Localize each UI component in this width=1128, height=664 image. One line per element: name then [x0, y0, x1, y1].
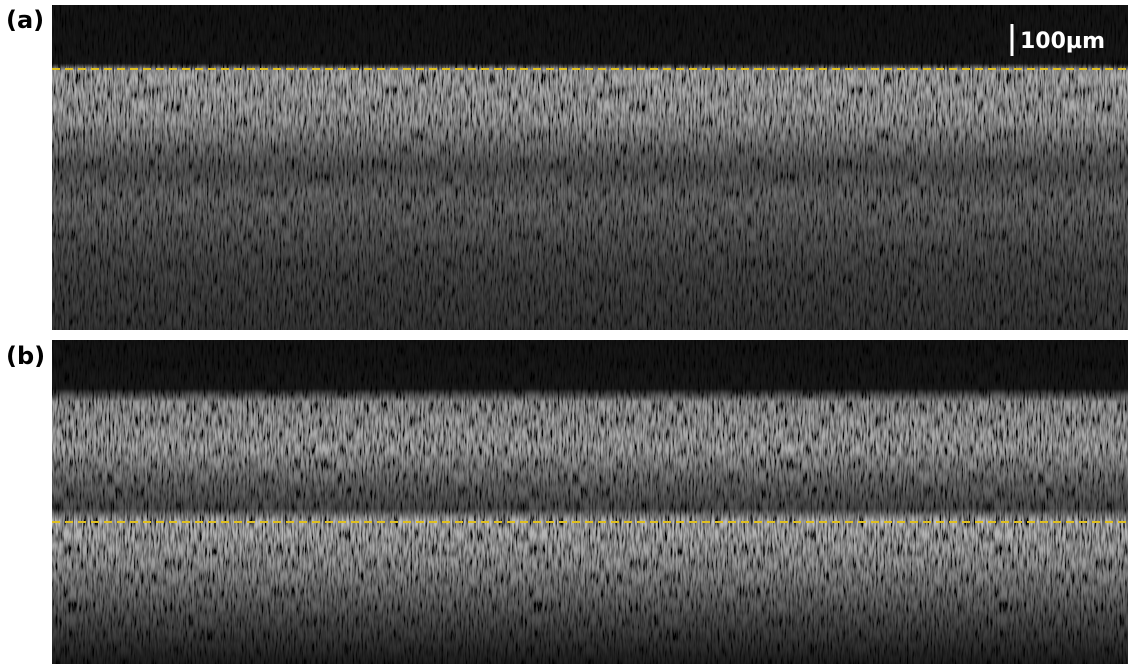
- speckle-texture: [52, 340, 1128, 664]
- panel-b: (b): [6, 340, 1128, 664]
- scale-bar-label: 100µm: [1020, 29, 1105, 54]
- figure: 100µm (a) (b): [0, 0, 1128, 664]
- speckle-texture: [52, 5, 1128, 330]
- panel-label: (a): [6, 6, 44, 34]
- page: 100µm (a) (b) (() => { const data = JSON…: [0, 0, 1128, 664]
- panel-label: (b): [6, 342, 45, 370]
- panel-a: 100µm (a): [6, 5, 1128, 330]
